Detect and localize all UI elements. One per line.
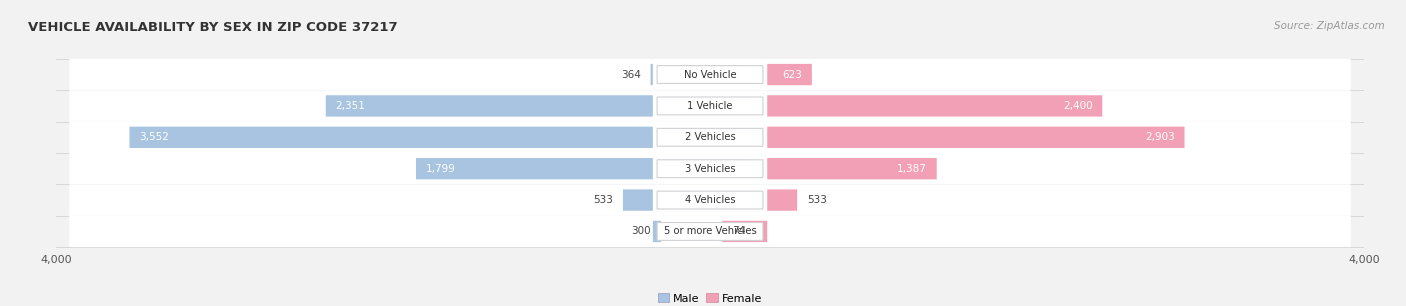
FancyBboxPatch shape xyxy=(768,127,1184,148)
FancyBboxPatch shape xyxy=(129,127,652,148)
FancyBboxPatch shape xyxy=(657,222,763,241)
Text: VEHICLE AVAILABILITY BY SEX IN ZIP CODE 37217: VEHICLE AVAILABILITY BY SEX IN ZIP CODE … xyxy=(28,21,398,34)
FancyBboxPatch shape xyxy=(652,221,661,242)
FancyBboxPatch shape xyxy=(723,221,768,242)
FancyBboxPatch shape xyxy=(69,121,1351,153)
FancyBboxPatch shape xyxy=(657,97,763,115)
FancyBboxPatch shape xyxy=(416,158,652,179)
FancyBboxPatch shape xyxy=(69,90,1351,121)
FancyBboxPatch shape xyxy=(69,216,1351,247)
Text: 623: 623 xyxy=(782,69,801,80)
FancyBboxPatch shape xyxy=(768,95,1102,117)
Text: 4 Vehicles: 4 Vehicles xyxy=(685,195,735,205)
Text: 533: 533 xyxy=(807,195,827,205)
Text: 1 Vehicle: 1 Vehicle xyxy=(688,101,733,111)
FancyBboxPatch shape xyxy=(657,129,763,146)
Text: 2,903: 2,903 xyxy=(1144,132,1174,142)
FancyBboxPatch shape xyxy=(768,189,797,211)
FancyBboxPatch shape xyxy=(768,64,811,85)
FancyBboxPatch shape xyxy=(657,191,763,209)
Text: Source: ZipAtlas.com: Source: ZipAtlas.com xyxy=(1274,21,1385,32)
Text: 2,400: 2,400 xyxy=(1063,101,1092,111)
FancyBboxPatch shape xyxy=(657,65,763,84)
FancyBboxPatch shape xyxy=(657,160,763,177)
FancyBboxPatch shape xyxy=(69,59,1351,90)
Text: 533: 533 xyxy=(593,195,613,205)
FancyBboxPatch shape xyxy=(69,153,1351,185)
Text: No Vehicle: No Vehicle xyxy=(683,69,737,80)
FancyBboxPatch shape xyxy=(768,158,936,179)
Text: 364: 364 xyxy=(621,69,641,80)
Text: 2 Vehicles: 2 Vehicles xyxy=(685,132,735,142)
Text: 74: 74 xyxy=(733,226,745,237)
Legend: Male, Female: Male, Female xyxy=(654,289,766,306)
Text: 3 Vehicles: 3 Vehicles xyxy=(685,164,735,174)
Text: 1,387: 1,387 xyxy=(897,164,927,174)
FancyBboxPatch shape xyxy=(69,185,1351,216)
Text: 3,552: 3,552 xyxy=(139,132,169,142)
FancyBboxPatch shape xyxy=(326,95,652,117)
FancyBboxPatch shape xyxy=(651,64,652,85)
FancyBboxPatch shape xyxy=(623,189,652,211)
Text: 300: 300 xyxy=(631,226,651,237)
Text: 2,351: 2,351 xyxy=(336,101,366,111)
Text: 1,799: 1,799 xyxy=(426,164,456,174)
Text: 5 or more Vehicles: 5 or more Vehicles xyxy=(664,226,756,237)
